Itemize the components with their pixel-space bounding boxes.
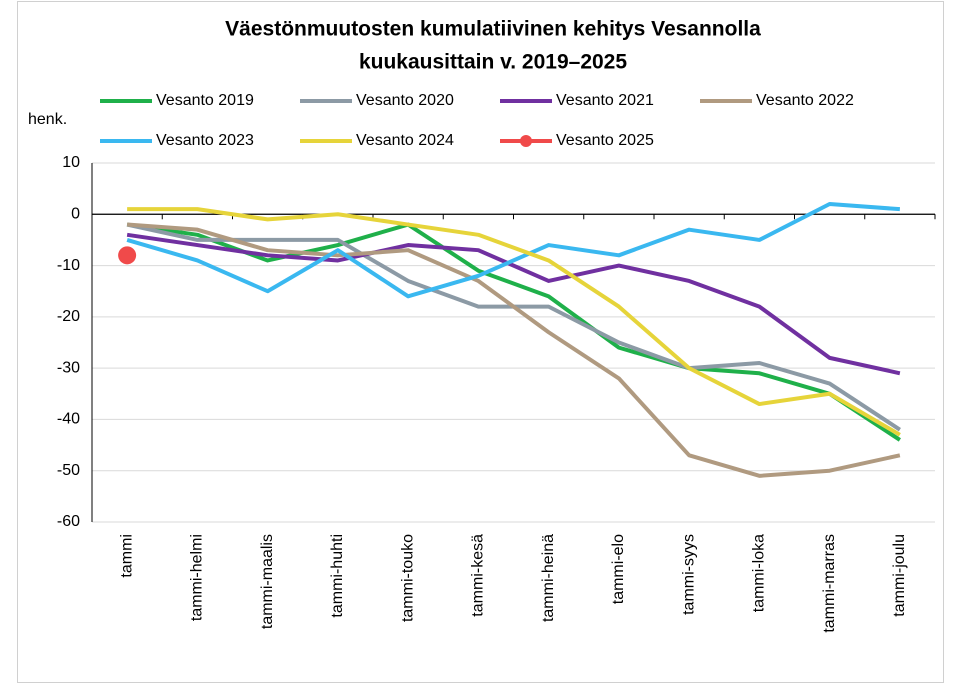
y-tick-label: -20: [57, 308, 80, 325]
x-tick-label: tammi-touko: [399, 534, 416, 622]
x-tick-label: tammi-syys: [680, 534, 697, 615]
x-tick-label: tammi-kesä: [470, 534, 487, 617]
legend-label: Vesanto 2023: [156, 132, 254, 149]
x-tick-label: tammi-huhti: [329, 534, 346, 618]
legend-label: Vesanto 2024: [356, 132, 454, 149]
x-tick-label: tammi-joulu: [891, 534, 908, 617]
y-tick-label: -30: [57, 359, 80, 376]
chart-title: kuukausittain v. 2019–2025: [359, 51, 627, 74]
y-tick-label: -60: [57, 513, 80, 530]
x-tick-label: tammi-elo: [610, 534, 627, 604]
legend-label: Vesanto 2025: [556, 132, 654, 149]
series-line: [127, 207, 901, 437]
y-tick-label: -10: [57, 257, 80, 274]
y-axis-label: henk.: [28, 111, 67, 128]
legend-marker: [520, 135, 532, 147]
chart-border: [17, 1, 944, 683]
chart-title: Väestönmuutosten kumulatiivinen kehitys …: [225, 18, 761, 41]
x-tick-label: tammi-marras: [821, 534, 838, 633]
legend-label: Vesanto 2020: [356, 92, 454, 109]
legend-label: Vesanto 2019: [156, 92, 254, 109]
y-tick-label: 10: [62, 154, 80, 171]
series-line: [126, 222, 901, 478]
legend-label: Vesanto 2022: [756, 92, 854, 109]
y-tick-label: 0: [71, 206, 80, 223]
x-tick-label: tammi: [118, 534, 135, 578]
series-line: [126, 202, 901, 299]
series-line: [126, 232, 901, 376]
y-tick-label: -40: [57, 411, 80, 428]
x-tick-label: tammi-maalis: [259, 534, 276, 629]
series-line: [126, 222, 901, 442]
x-tick-label: tammi-helmi: [189, 534, 206, 621]
x-tick-label: tammi-heinä: [540, 534, 557, 622]
series-marker: [118, 246, 137, 265]
y-tick-label: -50: [57, 462, 80, 479]
x-tick-label: tammi-loka: [751, 534, 768, 612]
legend-label: Vesanto 2021: [556, 92, 654, 109]
